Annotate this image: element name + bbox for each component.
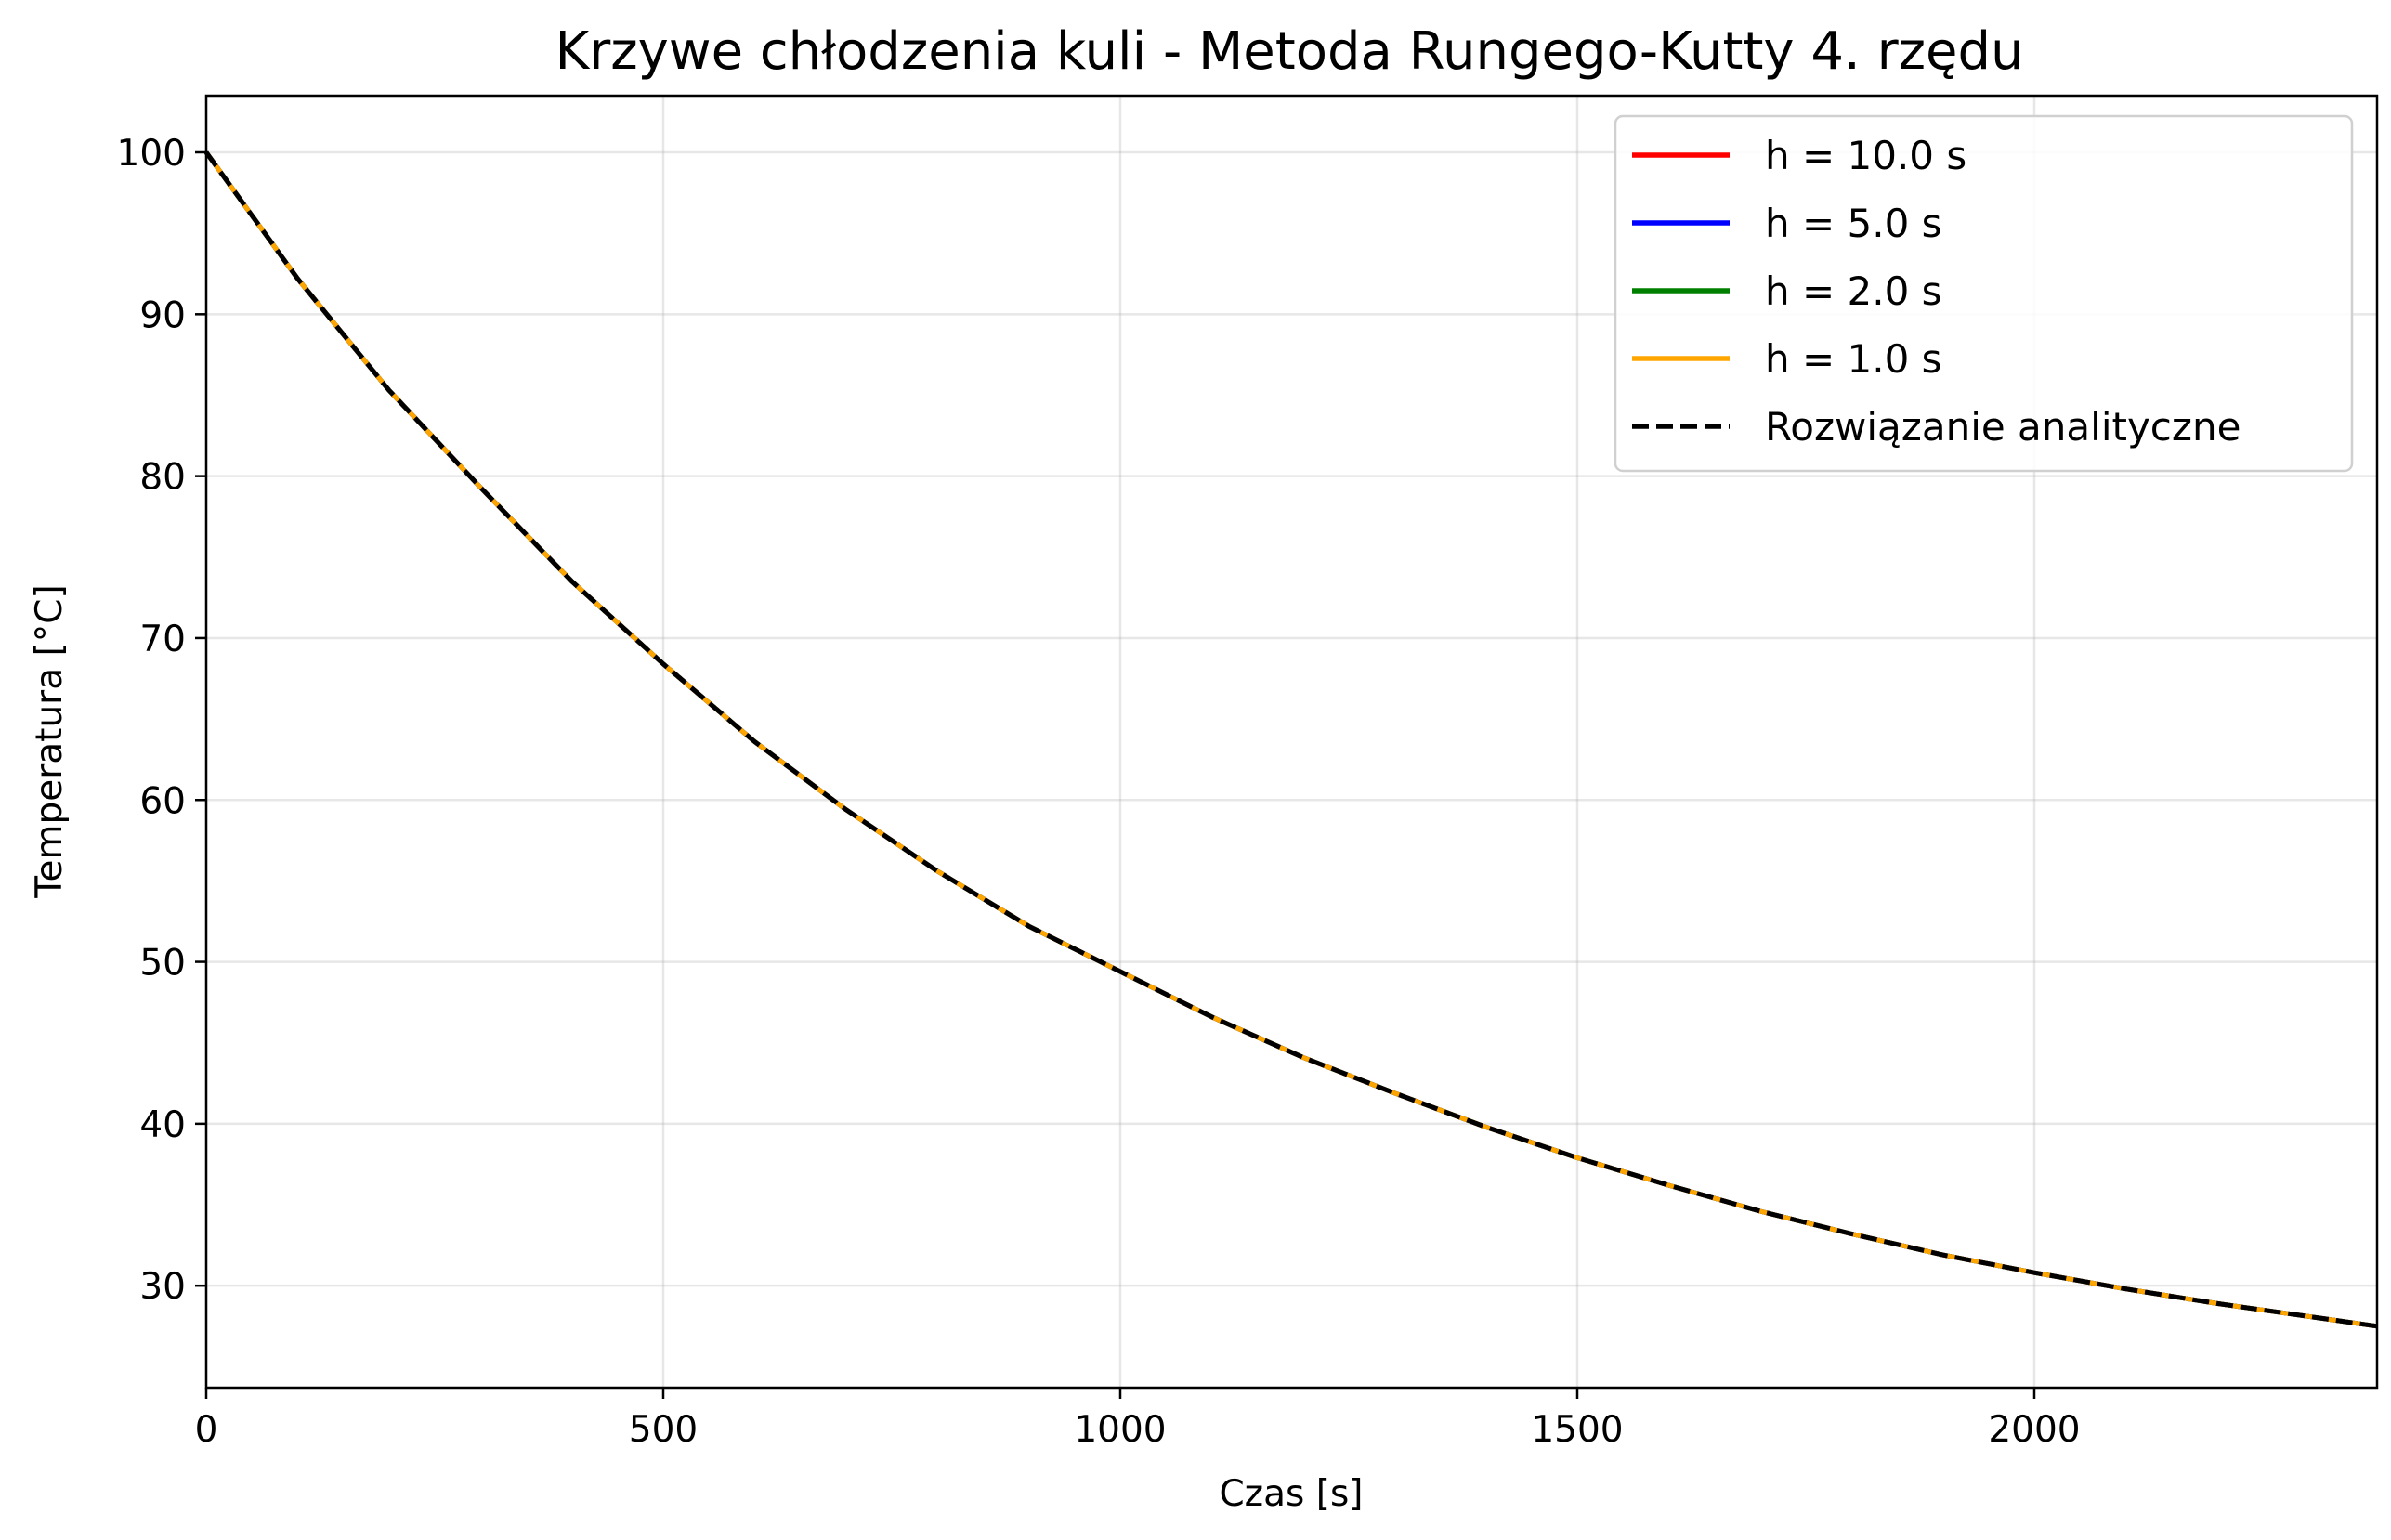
x-tick-label: 0 xyxy=(195,1409,218,1451)
series-lines xyxy=(203,150,2378,1329)
legend: h = 10.0 s h = 5.0 s h = 2.0 s h = 1.0 s Roz… xyxy=(1614,114,2354,473)
y-axis-title: Temperatura [°C] xyxy=(29,584,71,898)
y-axis-ticks: 30 40 50 60 70 80 90 100 xyxy=(117,133,206,1308)
chart-title: Krzywe chłodzenia kuli - Metoda Rungego-… xyxy=(555,21,2024,82)
x-tick-label: 2000 xyxy=(1988,1409,2080,1451)
x-axis-title: Czas [s] xyxy=(1219,1473,1363,1515)
x-axis-ticks: 0 500 1000 1500 2000 xyxy=(195,1388,2081,1451)
series-line-4 xyxy=(203,150,2378,1329)
y-tick-label: 90 xyxy=(139,294,186,336)
x-tick-label: 1000 xyxy=(1074,1409,1166,1451)
x-tick-label: 1500 xyxy=(1531,1409,1623,1451)
y-tick-label: 40 xyxy=(139,1104,186,1146)
y-tick-label: 70 xyxy=(139,619,186,660)
legend-label-0: h = 10.0 s xyxy=(1765,133,1966,178)
y-tick-label: 60 xyxy=(139,780,186,822)
y-tick-label: 100 xyxy=(117,133,186,175)
grid xyxy=(204,96,2377,1388)
y-tick-label: 80 xyxy=(139,457,186,499)
x-tick-label: 500 xyxy=(629,1409,698,1451)
legend-label-1: h = 5.0 s xyxy=(1765,201,1942,246)
y-tick-label: 50 xyxy=(139,943,186,985)
legend-label-2: h = 2.0 s xyxy=(1765,268,1942,314)
legend-label-4: Rozwiązanie analityczne xyxy=(1765,404,2241,450)
y-tick-label: 30 xyxy=(139,1266,186,1308)
legend-label-3: h = 1.0 s xyxy=(1765,336,1942,382)
legend-box xyxy=(1614,114,2354,473)
plot-area-frame xyxy=(204,94,2379,1390)
